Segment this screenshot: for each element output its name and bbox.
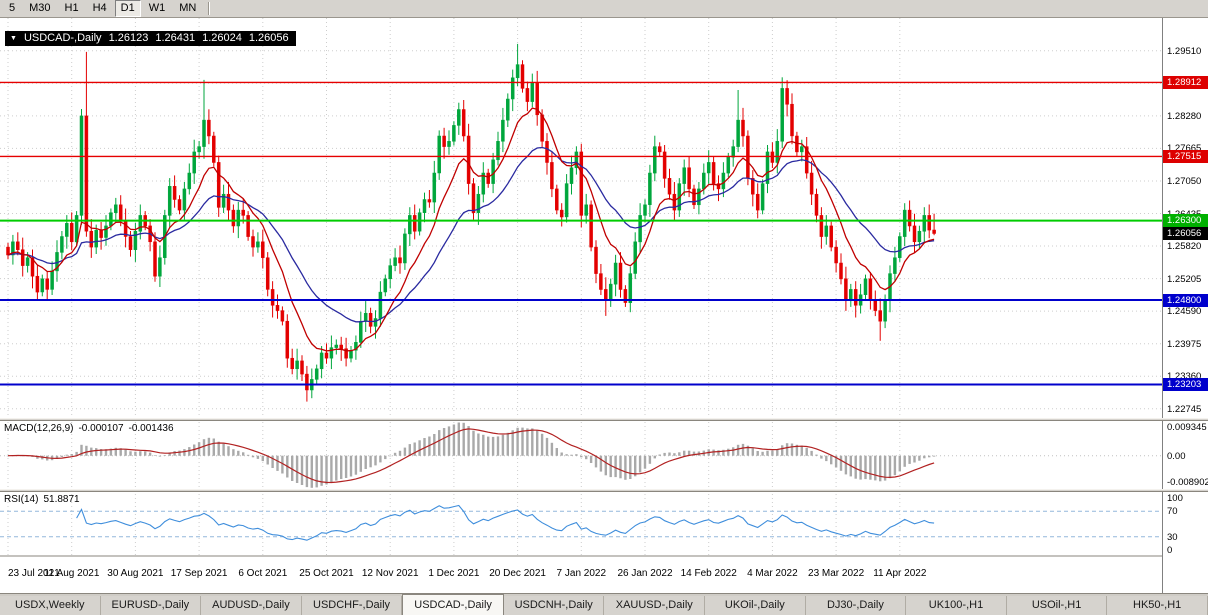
time-axis-label: 11 Apr 2022 xyxy=(873,568,927,579)
macd-axis-max: 0.009345 xyxy=(1167,422,1207,433)
moving-averages-layer xyxy=(7,107,935,352)
time-axis-label: 23 Mar 2022 xyxy=(808,568,865,579)
price-tick-label: 1.29510 xyxy=(1167,45,1202,57)
level-lines-layer xyxy=(0,81,1162,386)
chart-tab-dj30-daily[interactable]: DJ30-,Daily xyxy=(805,596,907,615)
chart-tab-ukoil-daily[interactable]: UKOil-,Daily xyxy=(705,596,806,615)
rsi-axis-70: 70 xyxy=(1167,506,1178,518)
chart-tab-usdcad-daily[interactable]: USDCAD-,Daily xyxy=(402,594,504,615)
period-button-h4[interactable]: H4 xyxy=(92,2,107,14)
chart-tab-usoil-h1[interactable]: USOil-,H1 xyxy=(1006,596,1108,615)
period-button-m30[interactable]: M30 xyxy=(29,2,51,14)
time-axis-label: 12 Nov 2021 xyxy=(361,568,419,579)
period-button-mn[interactable]: MN xyxy=(179,2,197,14)
time-axis-label: 26 Jan 2022 xyxy=(617,568,673,579)
macd-indicator-label: MACD(12,26,9) -0.000107 -0.001436 xyxy=(4,423,179,434)
ohlc-high: 1.26431 xyxy=(155,32,196,44)
macd-name: MACD(12,26,9) xyxy=(4,423,74,434)
chart-tab-uk100-h1[interactable]: UK100-,H1 xyxy=(906,596,1007,615)
period-button-5[interactable]: 5 xyxy=(9,2,16,14)
macd-axis-zero: 0.00 xyxy=(1167,450,1186,462)
macd-value-1: -0.000107 xyxy=(78,423,124,434)
pane-splitter-macd[interactable] xyxy=(0,418,1208,421)
time-axis-label: 14 Feb 2022 xyxy=(680,568,737,579)
rsi-value: 51.8871 xyxy=(43,494,80,505)
price-tick-label: 1.27050 xyxy=(1167,176,1202,187)
price-axis: 1.29510 1.28280 1.27665 1.27050 1.26435 1.258… xyxy=(1162,18,1208,593)
time-axis-label: 17 Sep 2021 xyxy=(170,568,228,579)
chart-tab-xauusd-daily[interactable]: XAUUSD-,Daily xyxy=(604,596,706,615)
rsi-indicator-label: RSI(14) 51.8871 xyxy=(4,494,85,505)
price-line-marker: 1.27515 xyxy=(1163,149,1208,163)
time-axis-label: 11 Aug 2021 xyxy=(43,568,100,579)
price-tick-label: 1.27665 xyxy=(1167,143,1202,155)
time-axis-label: 4 Mar 2022 xyxy=(747,568,798,579)
time-axis-label: 7 Jan 2022 xyxy=(556,568,607,579)
rsi-axis-100: 100 xyxy=(1167,493,1183,504)
price-tick-label: 1.26435 xyxy=(1167,209,1201,220)
candles-layer xyxy=(6,43,936,402)
time-axis-label: 30 Aug 2021 xyxy=(107,568,164,579)
price-line-marker: 1.24800 xyxy=(1163,293,1208,307)
timeframe-toolbar: 5 M30 H1 H4 D1 W1 MN xyxy=(0,0,1208,18)
pane-splitter-rsi[interactable] xyxy=(0,489,1208,492)
time-axis-label: 23 Jul 2021 xyxy=(8,568,60,579)
toolbar-separator xyxy=(208,2,211,15)
ohlc-low: 1.26024 xyxy=(202,32,242,44)
price-line-marker: 1.26300 xyxy=(1163,214,1208,228)
chart-tab-eurusd-daily[interactable]: EURUSD-,Daily xyxy=(100,596,202,615)
time-axis-label: 1 Dec 2021 xyxy=(428,568,480,579)
time-axis-label: 25 Oct 2021 xyxy=(299,568,354,579)
time-axis-label: 20 Dec 2021 xyxy=(489,568,546,579)
macd-value-2: -0.001436 xyxy=(128,423,174,434)
chevron-down-icon[interactable]: ▼ xyxy=(10,34,17,42)
price-tick-label: 1.24590 xyxy=(1167,306,1202,318)
macd-axis-min: -0.008902 xyxy=(1167,477,1208,488)
chart-tab-audusd-daily[interactable]: AUDUSD-,Daily xyxy=(201,596,302,615)
chart-tab-usdcnh-daily[interactable]: USDCNH-,Daily xyxy=(503,596,605,615)
price-line-marker: 1.26056 xyxy=(1163,227,1208,241)
rsi-layer xyxy=(0,504,1162,541)
ohlc-open: 1.26123 xyxy=(108,32,149,44)
chart-canvas[interactable]: ▼ USDCAD-,Daily 1.26123 1.26431 1.26024 … xyxy=(0,18,1162,593)
price-tick-label: 1.25820 xyxy=(1167,241,1202,252)
ohlc-close: 1.26056 xyxy=(248,32,289,44)
grid-layer xyxy=(0,18,1162,557)
price-line-marker: 1.23203 xyxy=(1163,378,1208,391)
chart-svg xyxy=(0,18,1162,557)
chart-tab-hk50-h1[interactable]: HK50-,H1 xyxy=(1107,596,1208,615)
period-button-d1[interactable]: D1 xyxy=(114,0,141,17)
macd-layer xyxy=(0,422,1162,488)
price-tick-label: 1.28280 xyxy=(1167,110,1202,122)
rsi-name: RSI(14) xyxy=(4,494,39,505)
price-tick-label: 1.23975 xyxy=(1167,338,1202,350)
rsi-axis-30: 30 xyxy=(1167,531,1178,543)
price-tick-label: 1.23360 xyxy=(1167,371,1202,383)
price-line-marker: 1.28912 xyxy=(1163,75,1208,89)
chart-symbol-period: USDCAD-,Daily xyxy=(23,32,102,44)
price-tick-label: 1.25205 xyxy=(1167,273,1202,285)
price-tick-label: 1.22745 xyxy=(1167,403,1202,415)
time-axis-label: 6 Oct 2021 xyxy=(238,568,288,579)
period-button-w1[interactable]: W1 xyxy=(148,2,166,14)
period-button-h1[interactable]: H1 xyxy=(64,2,79,14)
chart-title-overlay: ▼ USDCAD-,Daily 1.26123 1.26431 1.26024 … xyxy=(5,31,296,46)
chart-tab-usdchf-daily[interactable]: USDCHF-,Daily xyxy=(301,596,403,615)
rsi-axis-0: 0 xyxy=(1167,545,1173,556)
chart-tab-usdx-weekly[interactable]: USDX,Weekly xyxy=(0,596,101,615)
chart-tabs-bar: USDX,Weekly EURUSD-,Daily AUDUSD-,Daily USD… xyxy=(0,593,1208,615)
